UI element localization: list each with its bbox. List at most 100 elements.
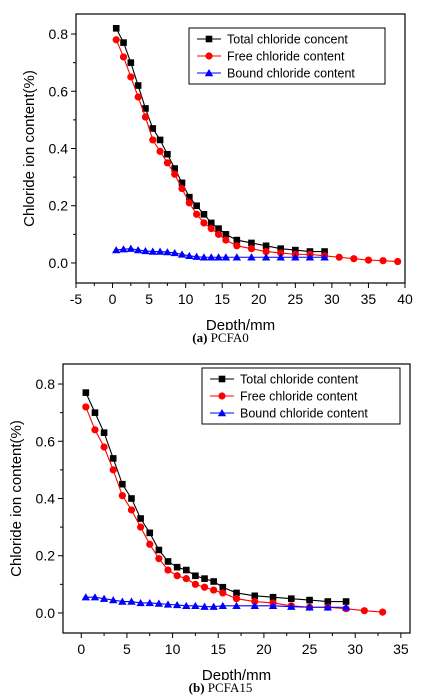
chart-a-series-1-point	[141, 113, 150, 121]
chart-b-series-1-point	[137, 523, 145, 531]
chart-b-series-2-point	[182, 601, 191, 610]
chart-a-x-tick-label: 10	[178, 291, 194, 307]
chart-a-series-2-point	[192, 252, 201, 260]
chart-b-legend-marker-2	[217, 409, 227, 417]
chart-b-series-1-point	[232, 595, 241, 603]
chart-b-x-tick-label: 0	[77, 641, 85, 657]
chart-b-x-tick-label: 10	[165, 641, 181, 657]
chart-b-series-1-point	[91, 426, 99, 434]
chart-a: -5 0 5 10 15 20 25 30 35 40 0.0 0.2 0.4 0.6 0.8 Depth/m…	[21, 13, 413, 330]
chart-a-series-1-point	[214, 230, 223, 238]
chart-b-y-tick-label: 0.4	[36, 491, 56, 507]
chart-a-series-1-point	[200, 219, 208, 227]
chart-a-series-0-point	[262, 242, 270, 250]
chart-b-series-2-point	[200, 602, 209, 610]
chart-a-x-tick-label: 5	[145, 291, 153, 307]
chart-b-series-2-point	[268, 601, 278, 610]
chart-a-series-2-point	[185, 251, 194, 260]
chart-b-series-1-point	[360, 607, 368, 615]
chart-panel-a: -5 0 5 10 15 20 25 30 35 40 0.0 0.2 0.4 0.6 0.8 Depth/m…	[0, 13, 441, 346]
chart-b-legend-label-0: Total chloride content	[240, 373, 359, 387]
chart-a-series-1-point	[134, 93, 142, 101]
chart-a-series-1-point	[335, 253, 343, 261]
chart-b-series-2-point	[218, 601, 228, 610]
chart-b-series-2-point	[136, 598, 145, 607]
chart-a-series-0-point	[215, 225, 222, 232]
chart-a-legend-marker-1	[205, 52, 213, 60]
chart-a-series-2-point	[207, 253, 216, 261]
chart-b-series-0-point	[137, 515, 144, 522]
chart-b-series-0-point	[82, 389, 90, 396]
chart-a-series-2-point	[199, 253, 209, 261]
chart-b-series-0-point	[155, 546, 163, 554]
chart-a-series-1-point	[233, 242, 241, 250]
chart-panel-b: 0 5 10 15 20 25 30 35 0.0 0.2 0.4 0.6 0.8 Depth/mm Chl…	[0, 350, 441, 700]
chart-b-series-1-point	[182, 575, 190, 583]
chart-b-series-2-point	[109, 596, 118, 604]
chart-b-series-1-point	[82, 403, 90, 411]
caption-a: (a) PCFA0	[0, 330, 441, 346]
chart-a-series-0-point	[156, 136, 164, 144]
chart-a-x-tick-label: 0	[109, 291, 117, 307]
chart-a-series-1-point	[185, 199, 193, 207]
chart-a-legend-label-1: Free chloride content	[227, 50, 345, 64]
chart-b-legend-marker-0	[218, 375, 226, 383]
chart-b-series-2-point	[81, 593, 91, 601]
chart-b: 0 5 10 15 20 25 30 35 0.0 0.2 0.4 0.6 0.8 Depth/mm Chl…	[8, 363, 411, 680]
chart-a-series-0-point	[164, 150, 171, 158]
chart-a-series-2-point	[126, 244, 136, 252]
chart-a-legend-label-2: Bound chloride content	[227, 67, 355, 81]
chart-a-series-1-point	[222, 236, 230, 244]
chart-b-series-2-point	[163, 600, 173, 608]
chart-b-series-0-point	[306, 596, 313, 604]
chart-b-series-1-point	[155, 554, 163, 563]
chart-b-series-2-point	[172, 600, 182, 609]
chart-a-series-2-point	[155, 247, 165, 255]
chart-a-series-0-point	[292, 246, 299, 254]
chart-a-series-0-point	[178, 179, 186, 187]
chart-a-series-1-line	[115, 39, 398, 263]
chart-b-series-2-point	[145, 598, 154, 607]
chart-a-series-0-point	[120, 39, 127, 46]
chart-a-series-1-point	[156, 147, 164, 155]
chart-b-y-tick-label: 0.6	[36, 433, 56, 449]
caption-b-letter: (b)	[188, 680, 205, 695]
chart-b-series-1	[82, 403, 387, 616]
chart-a-x-axis-title: Depth/mm	[206, 317, 275, 330]
chart-a-series-1-point	[163, 159, 171, 167]
chart-a-series-2-point	[305, 253, 315, 261]
chart-b-series-0-point	[164, 558, 172, 565]
chart-b-series-1-point	[127, 506, 136, 514]
chart-b-series-2-point	[341, 603, 351, 611]
chart-b-series-2-point	[90, 593, 100, 601]
chart-a-series-2-point	[276, 253, 285, 261]
chart-a-series-1-point	[127, 73, 135, 81]
chart-a-y-tick-label: 0.4	[49, 141, 69, 157]
chart-b-series-0	[82, 389, 350, 605]
chart-b-legend-label-2: Bound chloride content	[240, 407, 368, 421]
chart-a-series-2-point	[170, 248, 179, 257]
chart-a-series-1-point	[262, 247, 270, 256]
chart-b-series-2	[81, 593, 351, 611]
chart-a-series-2-point	[247, 253, 256, 261]
chart-a-series-0-point	[193, 202, 200, 210]
chart-a-series-0-point	[321, 248, 328, 255]
chart-a-series-0-point	[277, 245, 285, 252]
chart-a-series-2-point	[214, 253, 223, 261]
chart-a-series-2-point	[177, 250, 187, 258]
chart-b-series-0-point	[109, 455, 117, 462]
chart-a-series-1-point	[379, 257, 387, 265]
chart-b-legend-label-1: Free chloride content	[240, 390, 358, 404]
chart-b-series-1-point	[109, 466, 117, 474]
chart-a-series-1-point	[364, 256, 373, 264]
chart-b-series-1-point	[200, 583, 209, 591]
chart-b-series-1-point	[210, 586, 218, 594]
chart-a-series-2	[112, 244, 329, 261]
chart-b-series-2-point	[154, 599, 164, 607]
chart-a-series-2-point	[148, 247, 157, 255]
chart-a-y-tick-label: 0.2	[49, 198, 69, 214]
chart-a-x-tick-label: 40	[397, 291, 413, 307]
chart-b-y-tick-label: 0.2	[36, 548, 56, 564]
chart-b-x-tick-label: 25	[302, 641, 318, 657]
chart-a-series-0-point	[207, 219, 215, 227]
